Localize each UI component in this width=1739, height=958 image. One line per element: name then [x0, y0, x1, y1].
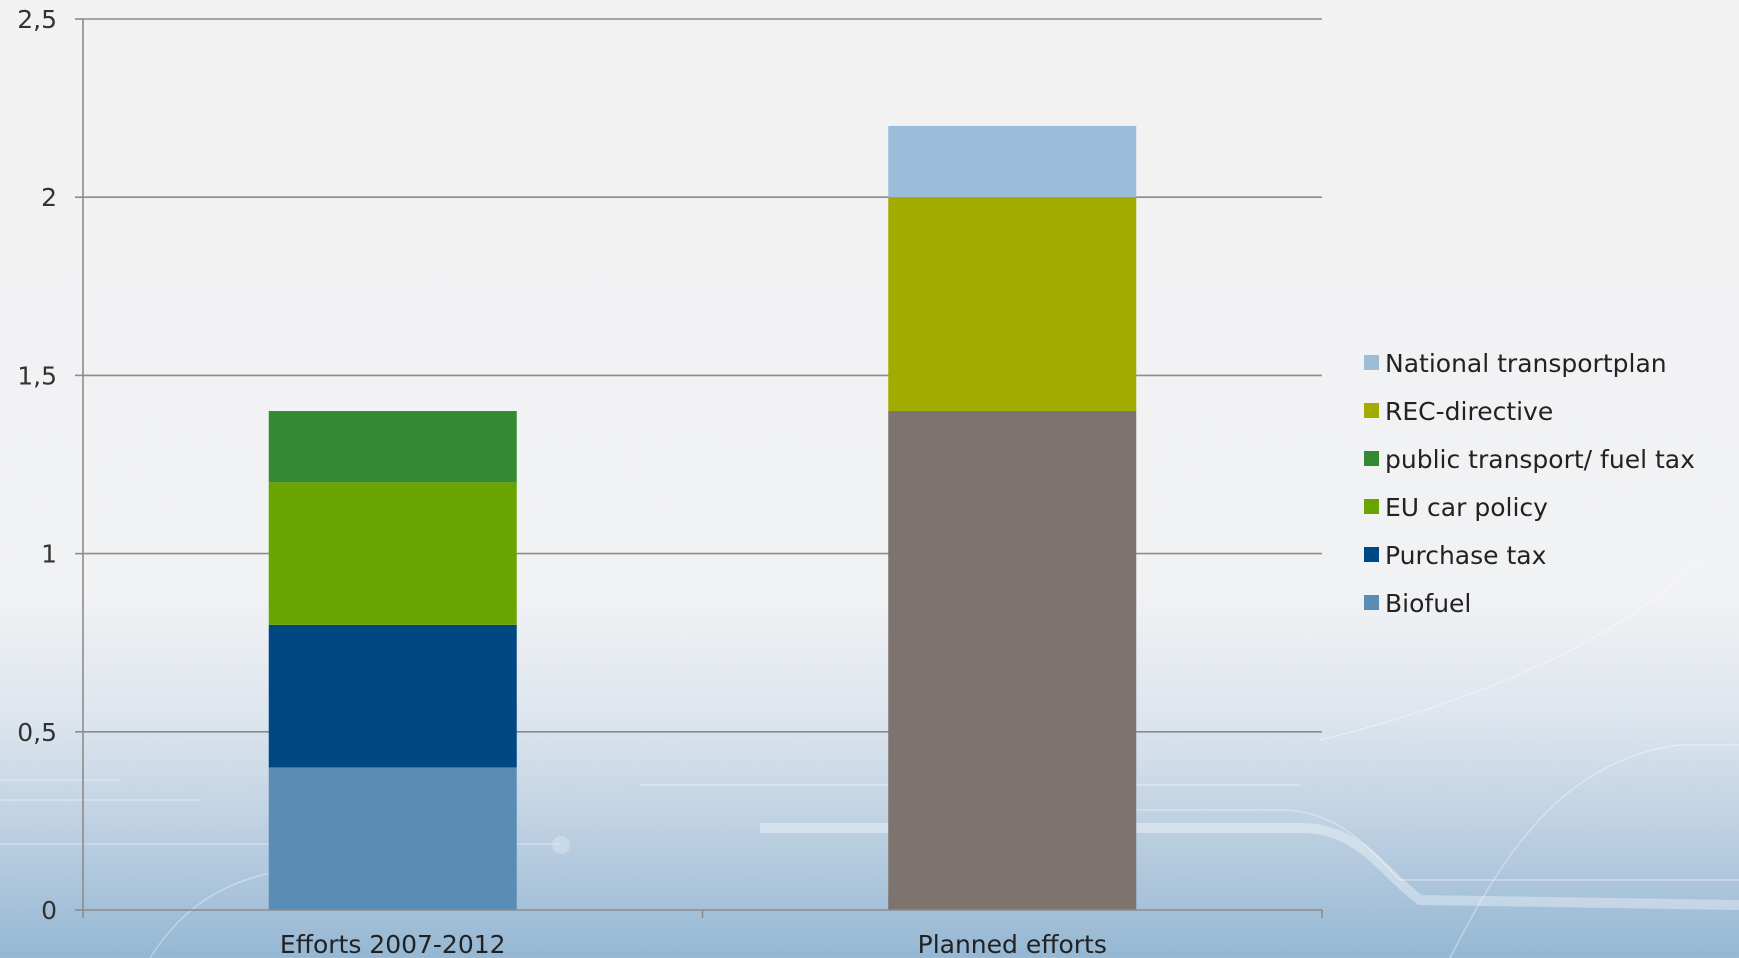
legend-swatch — [1364, 451, 1379, 466]
background-line — [1319, 559, 1701, 741]
y-tick-label: 1,5 — [17, 361, 57, 390]
legend-swatch — [1364, 499, 1379, 514]
bar-segment — [268, 767, 517, 910]
axes: 0 0,5 1 1,5 2 2,5 Efforts 2007-2012 Planned eff… — [17, 5, 1323, 958]
background-dot — [552, 836, 570, 854]
bars — [268, 125, 1137, 910]
legend-label: EU car policy — [1385, 493, 1548, 522]
y-tick-label: 0 — [41, 896, 57, 925]
legend-label: Biofuel — [1385, 589, 1471, 618]
y-tick-label: 0,5 — [17, 718, 57, 747]
bar-segment — [888, 197, 1137, 412]
y-tick-label: 2,5 — [17, 5, 57, 34]
background-line — [1449, 744, 1739, 958]
legend-label: National transportplan — [1385, 349, 1667, 378]
legend-swatch — [1364, 547, 1379, 562]
x-tick-label: Planned efforts — [918, 930, 1107, 958]
y-tick-label: 2 — [41, 183, 57, 212]
legend-label: REC-directive — [1385, 397, 1553, 426]
legend: National transportplan REC-directive publi… — [1364, 349, 1695, 618]
background-decoration — [0, 559, 1739, 958]
background-line — [900, 809, 1739, 881]
legend-label: Purchase tax — [1385, 541, 1546, 570]
legend-label: public transport/ fuel tax — [1385, 445, 1695, 474]
bar-segment — [268, 482, 517, 625]
x-tick-label: Efforts 2007-2012 — [280, 930, 506, 958]
legend-swatch — [1364, 403, 1379, 418]
bar-segment — [888, 411, 1137, 910]
legend-swatch — [1364, 355, 1379, 370]
legend-swatch — [1364, 595, 1379, 610]
background-line — [760, 823, 1739, 910]
bar-segment — [268, 624, 517, 768]
bar-segment — [268, 411, 517, 483]
y-tick-label: 1 — [41, 540, 57, 569]
bar-segment — [888, 125, 1137, 198]
